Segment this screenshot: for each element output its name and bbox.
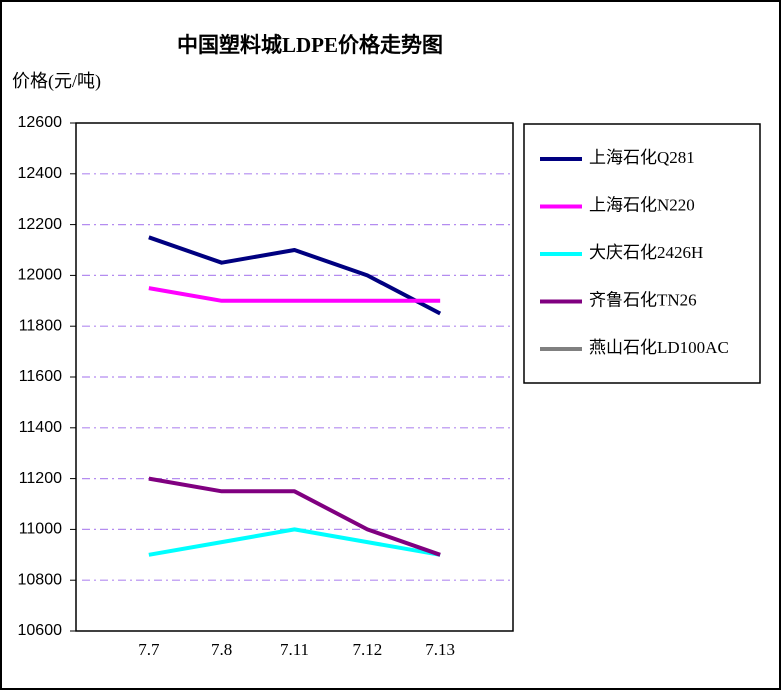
series-line bbox=[148, 286, 441, 303]
y-tick-label: 12200 bbox=[18, 216, 63, 233]
y-tick-label: 10800 bbox=[18, 571, 63, 588]
legend-label: 上海石化Q281 bbox=[589, 148, 695, 167]
y-tick-label: 11000 bbox=[19, 521, 62, 538]
y-axis-label: 价格(元/吨) bbox=[12, 71, 101, 92]
series-line bbox=[148, 476, 441, 557]
series-line bbox=[148, 235, 442, 316]
x-tick-label: 7.12 bbox=[352, 640, 382, 659]
legend-label: 上海石化N220 bbox=[589, 195, 695, 214]
y-tick-label: 12400 bbox=[18, 165, 63, 182]
x-tick-label: 7.11 bbox=[280, 640, 309, 659]
y-tick-label: 10600 bbox=[18, 622, 63, 639]
plot-area bbox=[75, 122, 514, 632]
x-tick-label: 7.8 bbox=[211, 640, 232, 659]
y-tick-label: 11400 bbox=[19, 419, 62, 436]
series-line bbox=[148, 527, 441, 557]
x-tick-label: 7.7 bbox=[138, 640, 160, 659]
x-tick-label: 7.13 bbox=[425, 640, 455, 659]
y-tick-label: 12000 bbox=[18, 267, 63, 284]
chart-title: 中国塑料城LDPE价格走势图 bbox=[177, 33, 443, 57]
legend-label: 齐鲁石化TN26 bbox=[589, 290, 697, 309]
legend-label: 大庆石化2426H bbox=[589, 243, 703, 262]
y-tick-label: 12600 bbox=[18, 114, 63, 131]
y-tick-label: 11600 bbox=[19, 368, 62, 385]
y-tick-label: 11200 bbox=[19, 470, 62, 487]
y-tick-label: 11800 bbox=[19, 317, 62, 334]
legend-label: 燕山石化LD100AC bbox=[589, 338, 729, 357]
